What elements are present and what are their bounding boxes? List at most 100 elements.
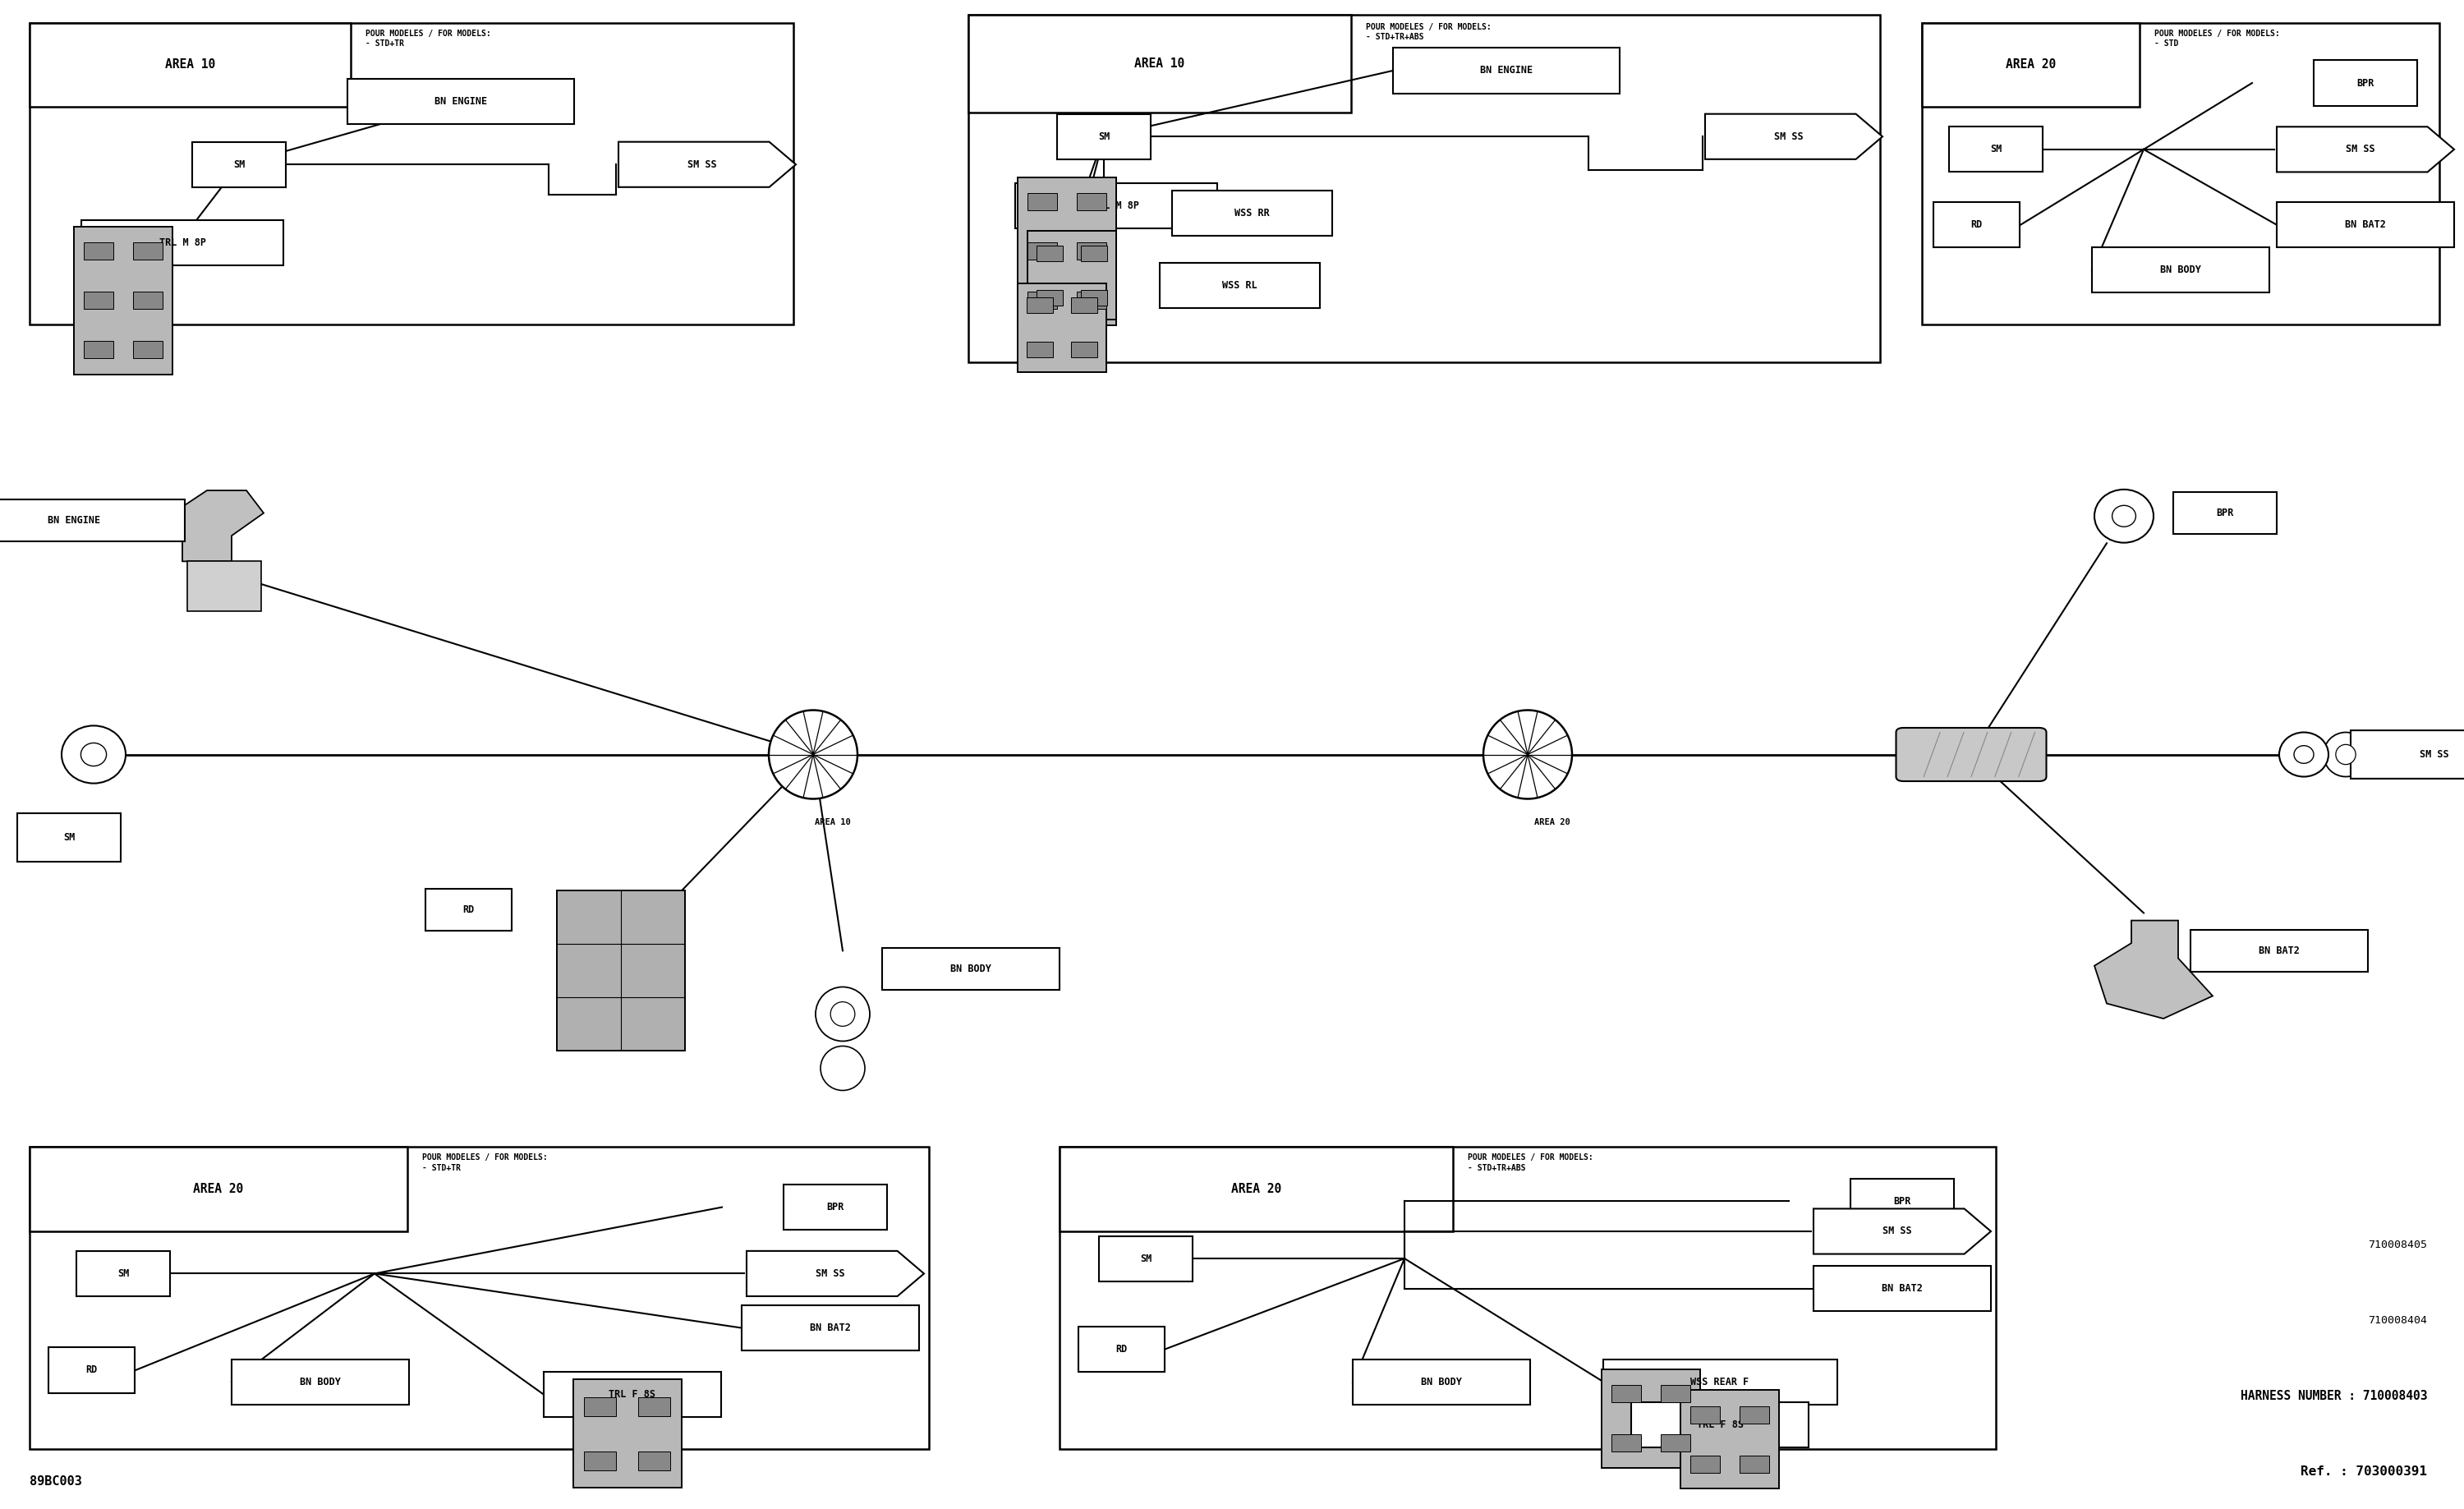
Text: SM SS: SM SS — [1774, 131, 1804, 142]
Text: RD: RD — [86, 1364, 96, 1376]
Text: RD: RD — [1971, 219, 1981, 231]
FancyBboxPatch shape — [1037, 290, 1062, 305]
Text: POUR MODELES / FOR MODELS:
- STD+TR+ABS: POUR MODELES / FOR MODELS: - STD+TR+ABS — [1365, 23, 1491, 41]
FancyBboxPatch shape — [1072, 297, 1096, 312]
Text: BN ENGINE: BN ENGINE — [1481, 65, 1533, 75]
Text: AREA 10: AREA 10 — [1133, 57, 1185, 69]
FancyBboxPatch shape — [1611, 1435, 1641, 1452]
FancyBboxPatch shape — [17, 813, 121, 862]
Text: SM: SM — [118, 1268, 128, 1280]
FancyBboxPatch shape — [2314, 60, 2417, 106]
FancyBboxPatch shape — [557, 890, 685, 1050]
Text: BPR: BPR — [825, 1201, 845, 1213]
FancyBboxPatch shape — [1631, 1402, 1809, 1447]
FancyBboxPatch shape — [638, 1452, 670, 1470]
FancyBboxPatch shape — [30, 23, 350, 107]
Text: BPR: BPR — [2356, 77, 2375, 89]
Ellipse shape — [1483, 711, 1572, 798]
FancyBboxPatch shape — [1027, 343, 1052, 358]
Ellipse shape — [2336, 744, 2356, 765]
FancyBboxPatch shape — [1060, 1147, 1454, 1231]
Ellipse shape — [816, 987, 870, 1041]
FancyBboxPatch shape — [1072, 343, 1096, 358]
Text: TRL F 8S: TRL F 8S — [609, 1388, 655, 1400]
FancyBboxPatch shape — [232, 1360, 409, 1405]
FancyBboxPatch shape — [2277, 202, 2454, 247]
Polygon shape — [747, 1251, 924, 1296]
Polygon shape — [2351, 730, 2464, 779]
FancyBboxPatch shape — [1602, 1360, 1836, 1405]
FancyBboxPatch shape — [1060, 1147, 1996, 1449]
FancyBboxPatch shape — [1922, 23, 2139, 107]
FancyBboxPatch shape — [1099, 1236, 1193, 1281]
FancyBboxPatch shape — [187, 561, 261, 611]
FancyBboxPatch shape — [347, 78, 574, 124]
FancyBboxPatch shape — [1740, 1456, 1769, 1473]
Text: BPR: BPR — [1892, 1195, 1912, 1207]
Polygon shape — [1814, 1209, 1991, 1254]
FancyBboxPatch shape — [424, 889, 513, 931]
Ellipse shape — [2324, 732, 2368, 777]
Polygon shape — [618, 142, 796, 187]
Text: AREA 10: AREA 10 — [816, 818, 850, 825]
FancyBboxPatch shape — [84, 291, 113, 309]
Text: 710008404: 710008404 — [2368, 1314, 2427, 1326]
Text: HARNESS NUMBER : 710008403: HARNESS NUMBER : 710008403 — [2240, 1390, 2427, 1402]
FancyBboxPatch shape — [1680, 1390, 1779, 1489]
Text: SM: SM — [64, 831, 74, 844]
Text: SM: SM — [1991, 143, 2001, 155]
FancyBboxPatch shape — [584, 1397, 616, 1415]
FancyBboxPatch shape — [1353, 1360, 1530, 1405]
FancyBboxPatch shape — [1850, 1179, 1954, 1224]
Text: BN BAT2: BN BAT2 — [811, 1322, 850, 1334]
FancyBboxPatch shape — [74, 226, 172, 374]
FancyBboxPatch shape — [30, 1147, 407, 1231]
FancyBboxPatch shape — [1934, 202, 2020, 247]
Ellipse shape — [2112, 506, 2136, 527]
FancyBboxPatch shape — [1661, 1385, 1690, 1402]
Polygon shape — [2277, 127, 2454, 172]
FancyBboxPatch shape — [2190, 930, 2368, 972]
Text: BN BAT2: BN BAT2 — [1882, 1283, 1922, 1295]
FancyBboxPatch shape — [882, 948, 1060, 990]
FancyBboxPatch shape — [1077, 193, 1106, 210]
Text: BN ENGINE: BN ENGINE — [434, 95, 488, 107]
Polygon shape — [1705, 115, 1882, 158]
FancyBboxPatch shape — [30, 23, 793, 324]
Text: TRL F 8S: TRL F 8S — [1695, 1418, 1745, 1431]
FancyBboxPatch shape — [1027, 297, 1052, 312]
FancyBboxPatch shape — [1897, 727, 2045, 782]
Text: SM SS: SM SS — [816, 1268, 845, 1280]
FancyBboxPatch shape — [1027, 231, 1116, 320]
Text: AREA 20: AREA 20 — [1232, 1183, 1281, 1195]
FancyBboxPatch shape — [1611, 1385, 1641, 1402]
Text: BN BODY: BN BODY — [1422, 1376, 1461, 1388]
FancyBboxPatch shape — [76, 1251, 170, 1296]
FancyBboxPatch shape — [0, 499, 185, 542]
FancyBboxPatch shape — [1392, 48, 1619, 94]
FancyBboxPatch shape — [1173, 190, 1331, 235]
Text: SM SS: SM SS — [687, 158, 717, 171]
Polygon shape — [2094, 920, 2213, 1019]
FancyBboxPatch shape — [49, 1348, 136, 1393]
FancyBboxPatch shape — [1740, 1406, 1769, 1423]
FancyBboxPatch shape — [30, 1147, 929, 1449]
Ellipse shape — [769, 711, 857, 798]
Text: RD: RD — [1116, 1343, 1126, 1355]
FancyBboxPatch shape — [1690, 1456, 1720, 1473]
Text: WSS REAR F: WSS REAR F — [1690, 1376, 1749, 1388]
FancyBboxPatch shape — [84, 341, 113, 358]
FancyBboxPatch shape — [1027, 243, 1057, 260]
FancyBboxPatch shape — [133, 291, 163, 309]
Text: TRL M 8P: TRL M 8P — [1094, 201, 1138, 211]
Text: SM: SM — [1141, 1252, 1151, 1265]
Text: POUR MODELES / FOR MODELS:
- STD+TR: POUR MODELES / FOR MODELS: - STD+TR — [365, 29, 490, 48]
FancyBboxPatch shape — [1602, 1369, 1700, 1468]
Text: SM SS: SM SS — [1882, 1225, 1912, 1237]
Text: WSS RR: WSS RR — [1234, 208, 1269, 219]
FancyBboxPatch shape — [1949, 127, 2043, 172]
Text: BN BAT2: BN BAT2 — [2259, 945, 2299, 957]
FancyBboxPatch shape — [1082, 246, 1106, 261]
Ellipse shape — [830, 1002, 855, 1026]
FancyBboxPatch shape — [1027, 193, 1057, 210]
